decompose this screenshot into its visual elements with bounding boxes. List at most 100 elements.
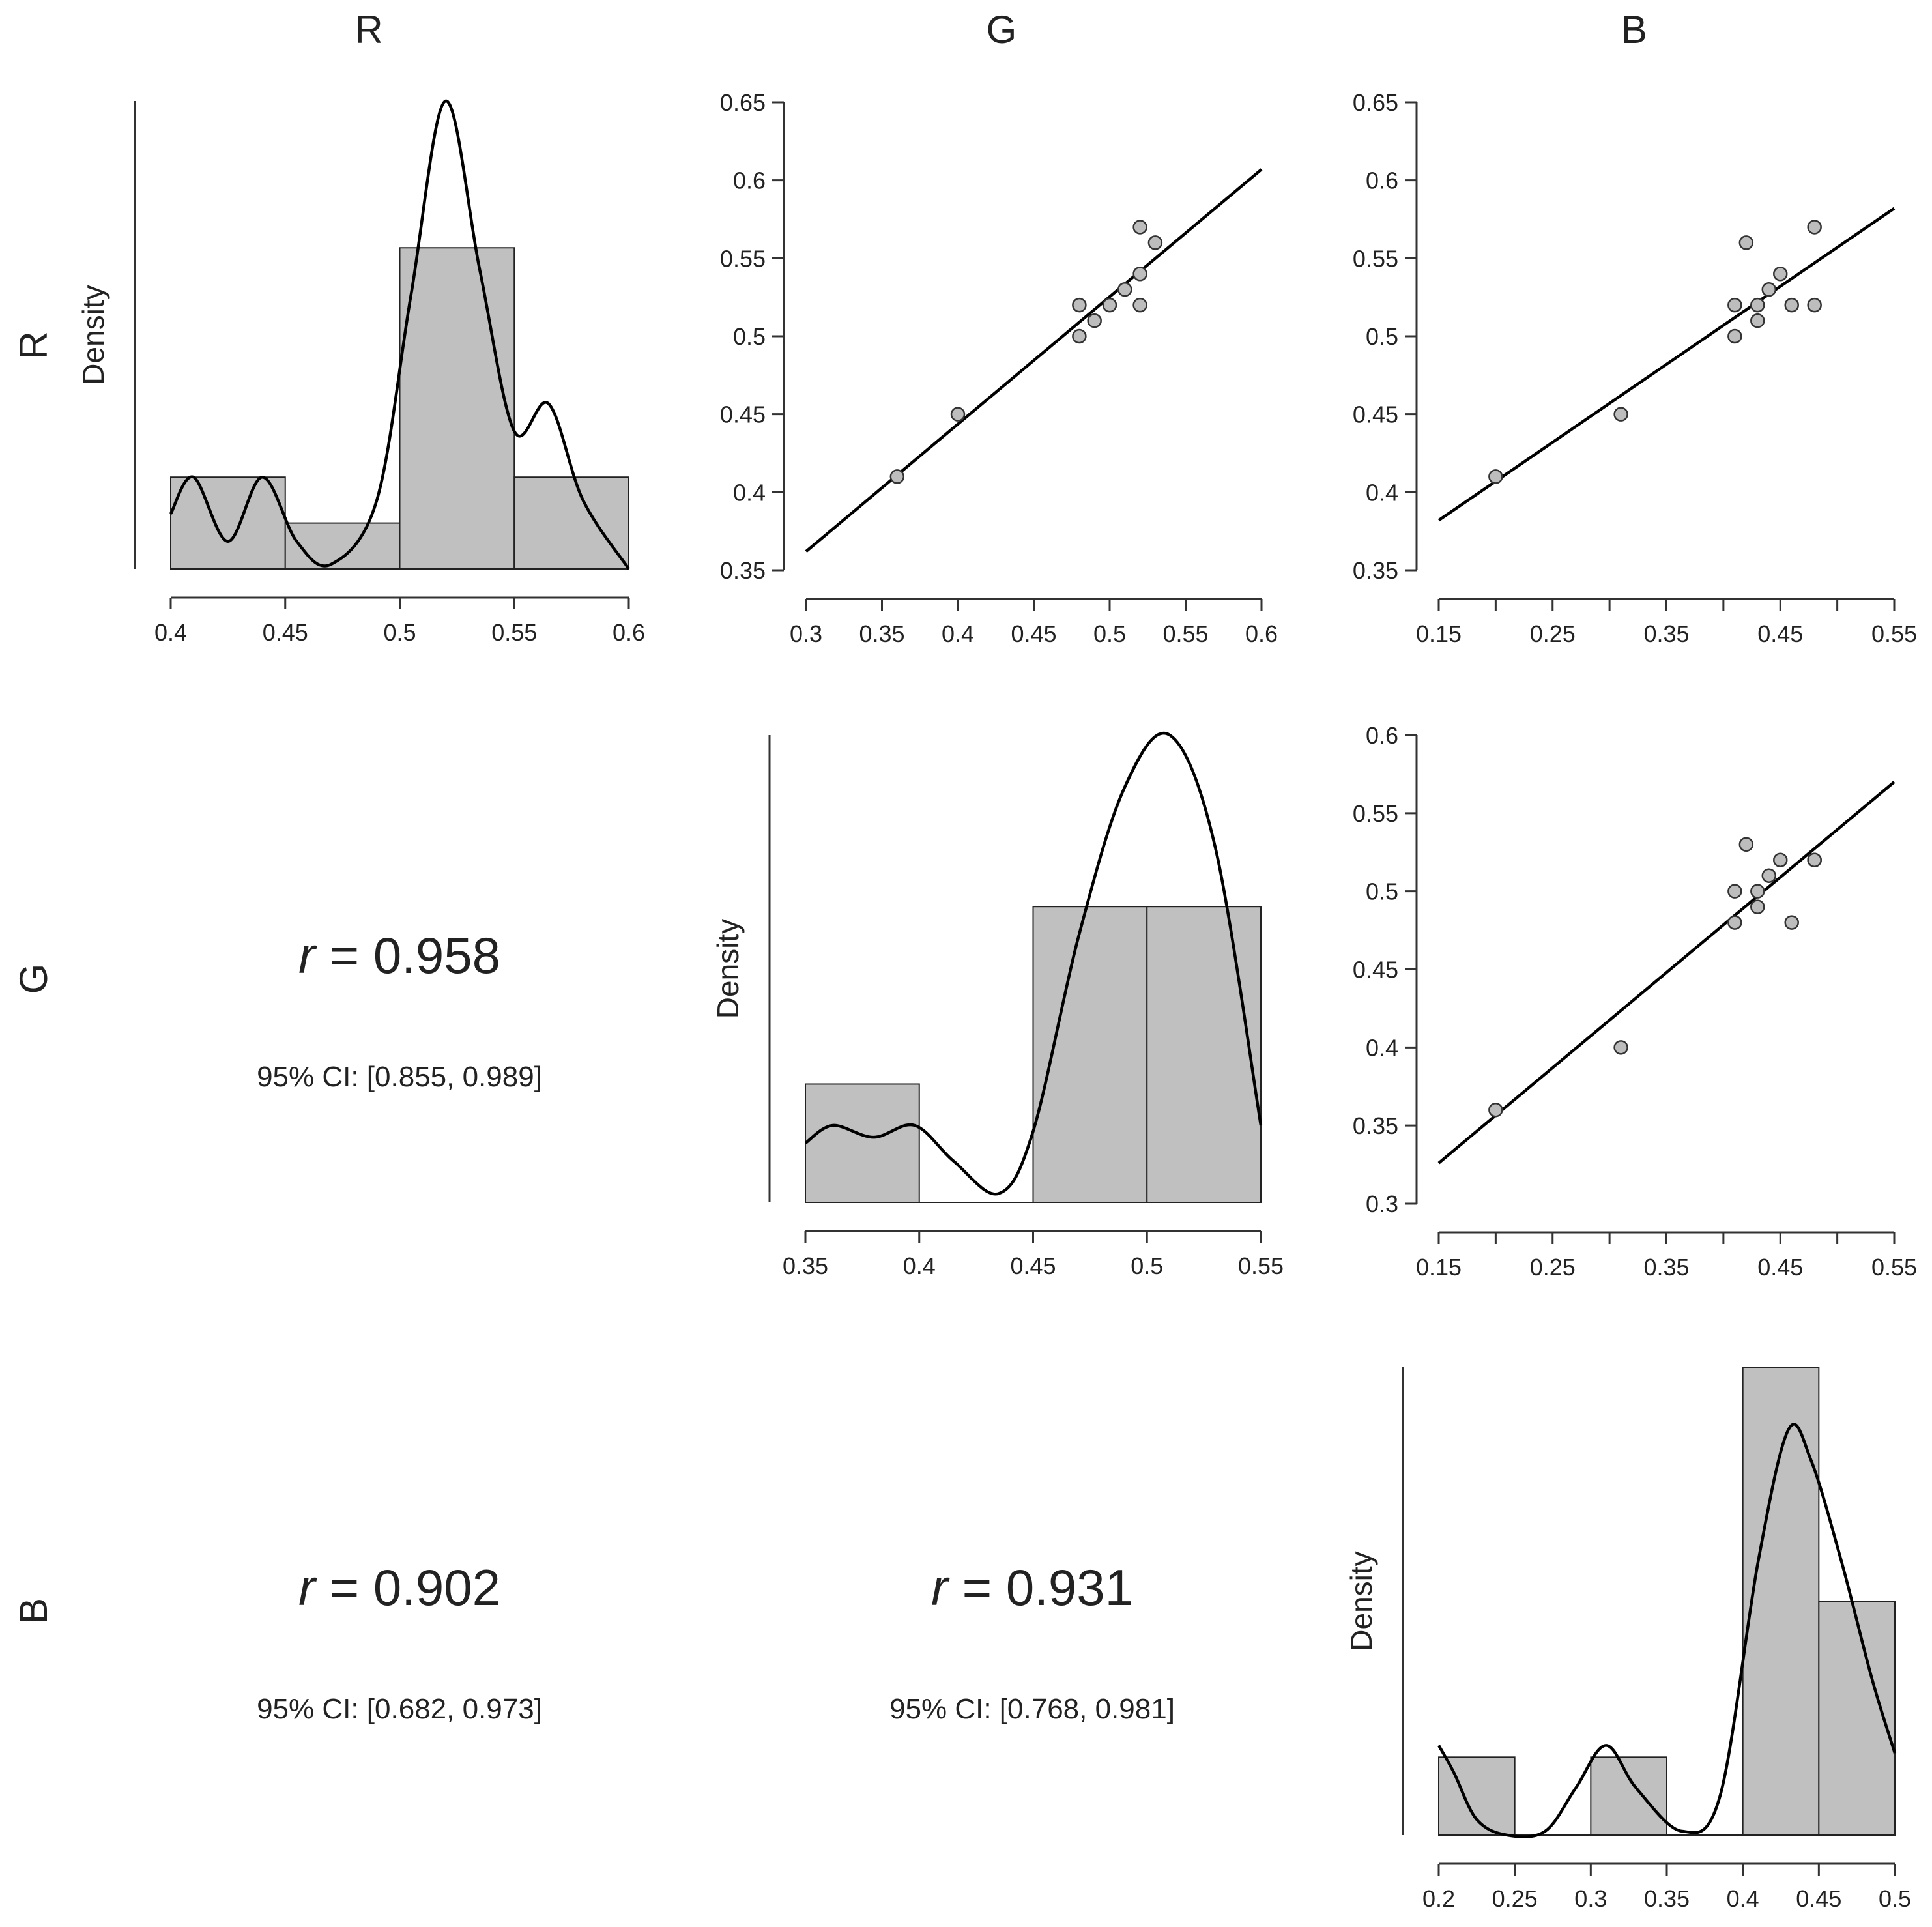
scatter-point <box>1807 852 1822 867</box>
x-tick-label: 0.15 <box>1416 1254 1462 1281</box>
histogram-bar <box>1032 906 1148 1203</box>
x-tick-label: 0.2 <box>1422 1885 1455 1912</box>
histogram-bar <box>284 522 401 570</box>
histogram-bar <box>399 247 515 570</box>
y-axis-label: Density <box>711 919 745 1019</box>
x-tick-label: 0.4 <box>942 620 974 647</box>
x-tick-label: 0.5 <box>1093 620 1126 647</box>
histogram-bar <box>170 476 286 570</box>
x-tick-label: 0.35 <box>1643 1254 1689 1281</box>
y-tick-label: 0.35 <box>1353 557 1398 584</box>
x-tick-label: 0.25 <box>1530 1254 1576 1281</box>
correlation-coefficient: r = 0.902 <box>298 1559 500 1616</box>
scatter-point <box>1750 313 1765 328</box>
x-tick-label: 0.55 <box>1871 620 1917 647</box>
density-curve <box>804 731 1263 1196</box>
x-tick-label: 0.35 <box>1643 620 1689 647</box>
y-tick-label: 0.45 <box>1353 401 1398 428</box>
r-value: = 0.931 <box>948 1559 1133 1616</box>
scatter-point <box>889 469 905 484</box>
scatter-point <box>1488 469 1503 484</box>
y-tick-label: 0.4 <box>1366 1034 1398 1061</box>
scatter-point <box>950 407 966 422</box>
x-tick-label: 0.55 <box>1162 620 1208 647</box>
y-tick-label: 0.35 <box>1353 1112 1398 1139</box>
scatter-point <box>1773 267 1788 282</box>
x-tick-label: 0.35 <box>859 620 904 647</box>
cell-r-r: Density 0.4 0.45 0.5 0.55 0.6 <box>76 99 645 646</box>
scatter-point <box>1784 297 1799 313</box>
x-tick-label: 0.3 <box>1574 1885 1607 1912</box>
column-label-g: G <box>987 8 1017 51</box>
y-tick-label: 0.5 <box>1366 323 1398 350</box>
scatter-point <box>1727 915 1742 930</box>
histogram-bar <box>1146 906 1262 1203</box>
y-tick-label: 0.35 <box>720 557 766 584</box>
y-tick-label: 0.45 <box>720 401 766 428</box>
scatter-point <box>1087 313 1102 328</box>
x-tick-label: 0.25 <box>1530 620 1576 647</box>
x-tick-label: 0.4 <box>154 619 187 646</box>
scatter-point <box>1613 407 1628 422</box>
row-label-r: R <box>12 331 55 359</box>
x-tick-label: 0.15 <box>1416 620 1462 647</box>
cell-g-g: Density 0.35 0.4 0.45 0.5 0.55 <box>711 731 1284 1279</box>
regression-line <box>1437 781 1896 1165</box>
x-tick-label: 0.45 <box>1011 620 1056 647</box>
scatter-point <box>1761 282 1777 297</box>
histogram-bar <box>1590 1756 1667 1836</box>
scatter-point <box>1738 837 1754 852</box>
scatter-point <box>1102 297 1117 313</box>
x-tick-label: 0.55 <box>491 619 537 646</box>
scatter-point <box>1727 297 1742 313</box>
r-symbol: r <box>931 1559 950 1616</box>
y-tick-label: 0.45 <box>1353 957 1398 983</box>
y-tick-label: 0.4 <box>733 479 766 506</box>
scatter-point <box>1072 328 1087 344</box>
x-tick-label: 0.4 <box>1727 1885 1759 1912</box>
x-tick-label: 0.45 <box>1796 1885 1841 1912</box>
x-tick-label: 0.45 <box>1757 1254 1803 1281</box>
x-tick-label: 0.35 <box>1644 1885 1690 1912</box>
cell-r-b: 0.35 0.4 0.45 0.5 0.55 0.6 0.65 0.15 0.25 0.35 0.4… <box>1353 89 1917 647</box>
x-tick-label: 0.55 <box>1871 1254 1917 1281</box>
row-label-b: B <box>12 1598 55 1624</box>
x-tick-label: 0.45 <box>1757 620 1803 647</box>
cells-layer: Density 0.4 0.45 0.5 0.55 0.6 0.35 0.4 0.45 0.5 0.… <box>76 89 1917 1912</box>
r-value: = 0.958 <box>315 927 500 984</box>
y-tick-label: 0.6 <box>1366 722 1398 749</box>
scatter-point <box>1727 884 1742 899</box>
scatter-point <box>1132 267 1147 282</box>
x-tick-label: 0.35 <box>783 1253 828 1279</box>
y-tick-label: 0.65 <box>1353 89 1398 116</box>
column-label-b: B <box>1621 8 1647 51</box>
x-tick-label: 0.25 <box>1492 1885 1538 1912</box>
histogram-bar <box>513 476 629 570</box>
scatter-point <box>1117 282 1132 297</box>
y-tick-label: 0.4 <box>1366 479 1398 506</box>
cell-b-r: r = 0.902 95% CI: [0.682, 0.973] <box>257 1559 542 1725</box>
correlation-coefficient: r = 0.958 <box>298 927 500 984</box>
scatter-point <box>1750 899 1765 914</box>
y-axis-label: Density <box>76 285 110 384</box>
scatter-point <box>1807 297 1822 313</box>
y-tick-label: 0.5 <box>733 323 766 350</box>
x-tick-label: 0.45 <box>1010 1253 1056 1279</box>
histogram-bar <box>1438 1756 1516 1836</box>
r-symbol: r <box>298 927 317 984</box>
x-tick-label: 0.3 <box>790 620 822 647</box>
regression-line <box>805 168 1263 553</box>
x-tick-label: 0.45 <box>263 619 308 646</box>
row-label-g: G <box>12 964 55 994</box>
scatter-point <box>1750 884 1765 899</box>
density-curve <box>1437 1423 1897 1838</box>
cell-g-b: 0.3 0.35 0.4 0.45 0.5 0.55 0.6 0.15 0.25 0.35 0.45… <box>1353 722 1917 1281</box>
confidence-interval: 95% CI: [0.768, 0.981] <box>889 1693 1175 1725</box>
scatter-point <box>1613 1040 1628 1055</box>
r-value: = 0.902 <box>315 1559 500 1616</box>
column-label-r: R <box>354 8 382 51</box>
y-tick-label: 0.6 <box>733 167 766 194</box>
scatter-point <box>1773 852 1788 867</box>
y-tick-label: 0.55 <box>720 245 766 272</box>
